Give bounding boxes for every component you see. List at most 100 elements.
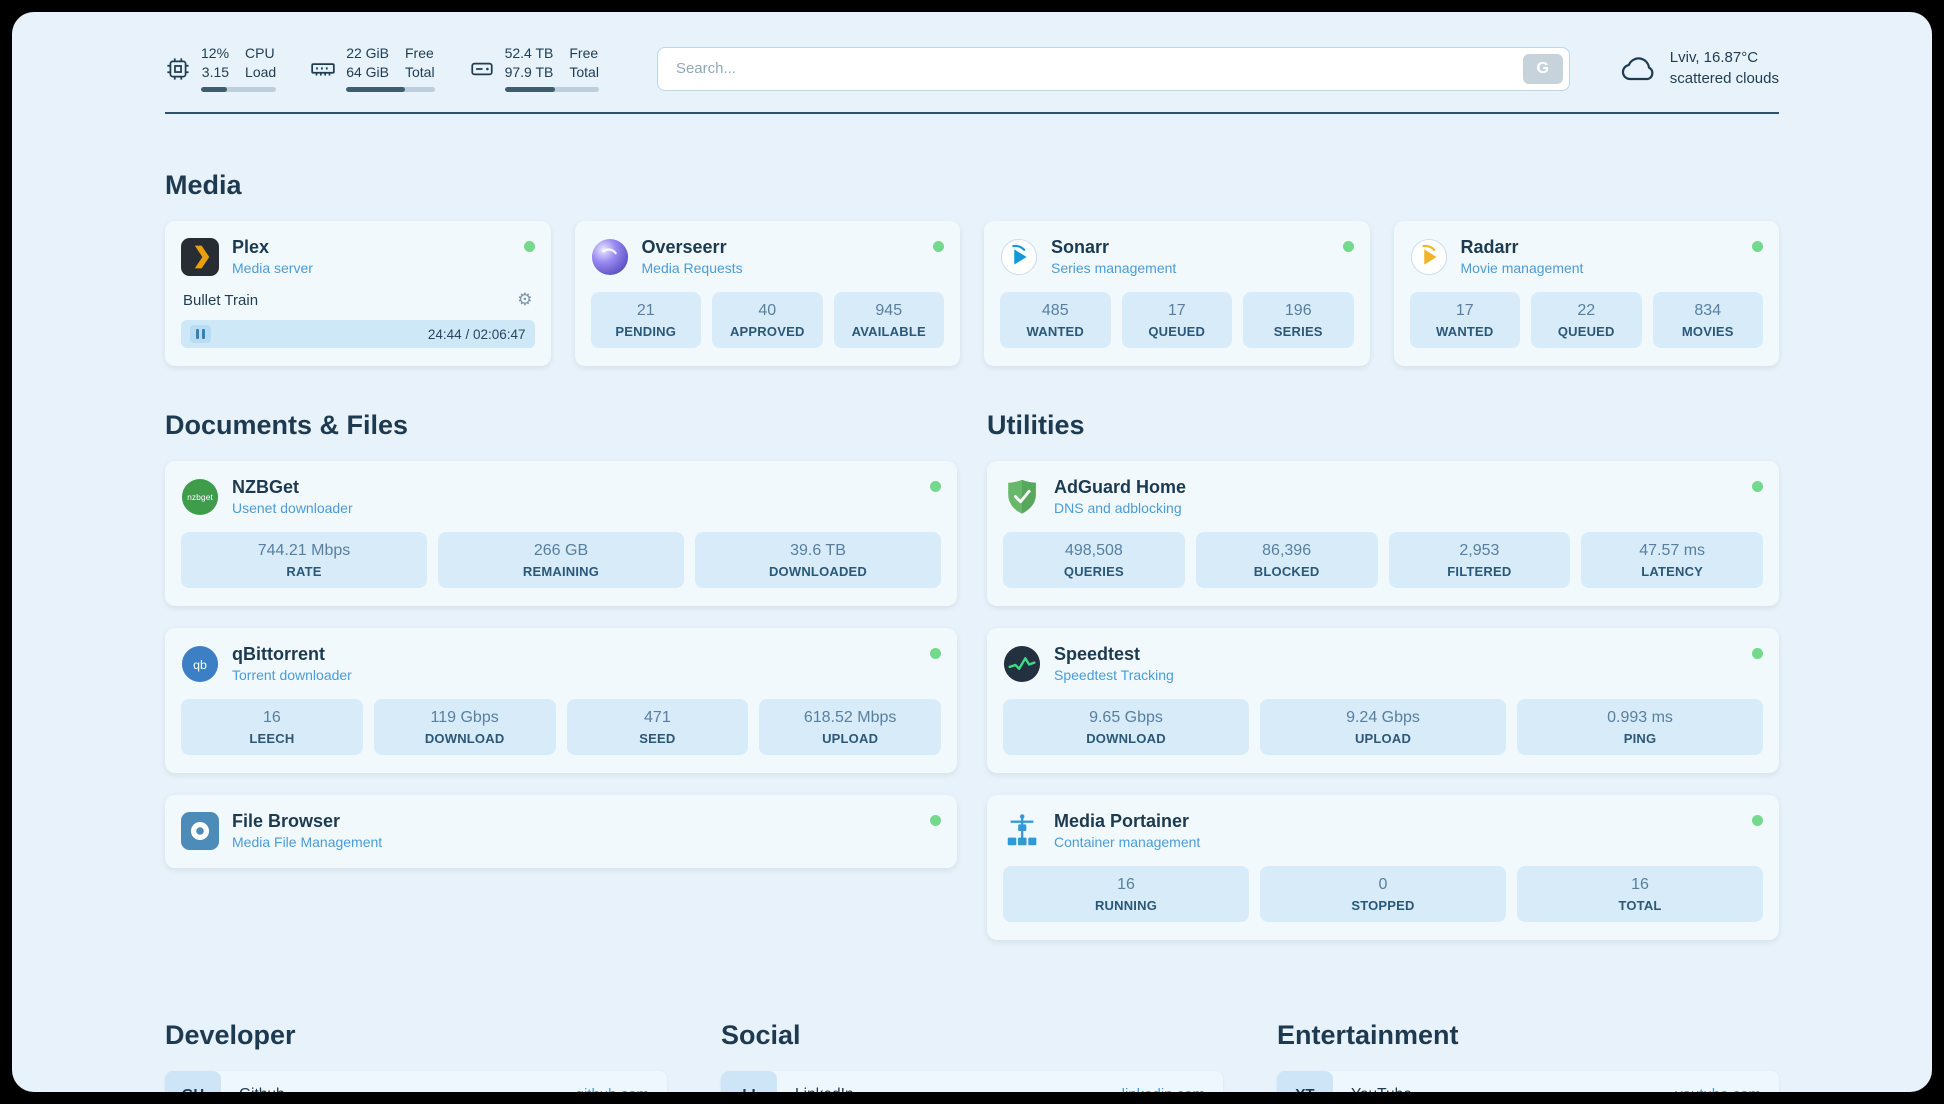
app-card-nzbget[interactable]: nzbget NZBGet Usenet downloader 744.21 M… <box>165 461 957 606</box>
documents-section: Documents & Files nzbget NZBGet <box>165 410 957 868</box>
stat-value: 9.65 Gbps <box>1089 709 1163 726</box>
disk-progress-fill <box>504 87 555 92</box>
bookmark-url[interactable]: github.com <box>576 1086 667 1092</box>
dashboard-page: 12% CPU 3.15 Load <box>12 12 1932 1092</box>
stat-value: 39.6 TB <box>790 542 846 559</box>
nzbget-icon: nzbget <box>181 478 219 516</box>
bookmark-url[interactable]: youtube.com <box>1675 1086 1779 1092</box>
now-playing-title: Bullet Train <box>183 291 259 309</box>
app-name: Radarr <box>1460 237 1519 257</box>
portainer-icon <box>1003 812 1041 850</box>
top-bar: 12% CPU 3.15 Load <box>165 12 1779 92</box>
weather-location: Lviv, 16.87°C <box>1669 49 1759 67</box>
stat-label: STOPPED <box>1351 898 1415 913</box>
section-title-utilities: Utilities <box>987 410 1085 440</box>
bookmark-abbr: YT <box>1277 1071 1333 1092</box>
search-input[interactable] <box>656 46 1570 91</box>
stat-value: 16 <box>1631 876 1649 893</box>
bookmark-abbr: GH <box>165 1071 221 1092</box>
speedtest-icon <box>1003 645 1041 683</box>
stat-value: 21 <box>636 302 655 319</box>
app-subtitle: Media server <box>232 260 313 276</box>
search-bar: G <box>656 46 1570 91</box>
bookmarks-entertainment: Entertainment YTYouTubeyoutube.comNFNetf… <box>1277 1020 1779 1092</box>
app-name: Sonarr <box>1051 237 1110 257</box>
stat-label: MOVIES <box>1681 324 1734 339</box>
disk-widget: 52.4 TB Free 97.9 TB Total <box>469 45 599 92</box>
stat-label: QUEUED <box>1557 324 1615 339</box>
stat-tile: 16 RUNNING <box>1003 866 1249 922</box>
app-card-sonarr[interactable]: Sonarr Series management 485 WANTED 17 QUEU… <box>984 221 1370 366</box>
stat-label: TOTAL <box>1618 898 1662 913</box>
search-engine-button[interactable]: G <box>1522 53 1563 84</box>
stat-tile: 16 TOTAL <box>1517 866 1763 922</box>
stat-value: 17 <box>1167 302 1186 319</box>
status-dot <box>930 481 941 492</box>
gear-icon[interactable]: ⚙ <box>517 290 533 310</box>
section-title-entertainment: Entertainment <box>1277 1020 1459 1050</box>
app-card-filebrowser[interactable]: File Browser Media File Management <box>165 795 957 868</box>
bookmark-row[interactable]: YT YouTube youtube.com <box>1277 1071 1779 1092</box>
stat-value: 471 <box>644 709 671 726</box>
cpu-percent: 12% <box>201 45 230 61</box>
app-subtitle: Torrent downloader <box>232 667 352 683</box>
ram-progress-fill <box>346 87 405 92</box>
section-title-social: Social <box>721 1020 801 1050</box>
sonarr-icon <box>1000 238 1038 276</box>
stat-tile: 16 LEECH <box>181 699 363 755</box>
app-card-qbittorrent[interactable]: qb qBittorrent Torrent downloader 16 LEEC… <box>165 628 957 773</box>
bookmark-name: YouTube <box>1351 1086 1412 1093</box>
app-name: Media Portainer <box>1054 811 1190 831</box>
stat-label: QUEUED <box>1148 324 1206 339</box>
bookmark-row[interactable]: LI LinkedIn linkedin.com <box>721 1071 1223 1092</box>
player-progress-bar[interactable]: 24:44 / 02:06:47 <box>181 320 535 348</box>
app-card-portainer[interactable]: Media Portainer Container management 16 R… <box>987 795 1779 940</box>
stats-row: 9.65 Gbps DOWNLOAD 9.24 Gbps UPLOAD 0.993 ms… <box>1003 699 1763 755</box>
status-dot <box>1752 815 1763 826</box>
ram-icon <box>310 56 336 82</box>
section-title-documents: Documents & Files <box>165 410 409 440</box>
pause-icon[interactable] <box>190 325 211 343</box>
disk-label-2: Total <box>569 63 599 80</box>
stat-value: 47.57 ms <box>1639 542 1706 559</box>
app-card-adguard[interactable]: AdGuard Home DNS and adblocking 498,508 Q… <box>987 461 1779 606</box>
status-dot <box>523 241 535 252</box>
ram-label-2: Total <box>405 63 435 80</box>
stat-tile: 485 WANTED <box>1000 292 1111 348</box>
stat-label: RUNNING <box>1094 898 1158 913</box>
stat-value: 744.21 Mbps <box>257 542 351 559</box>
stat-label: REMAINING <box>522 564 600 579</box>
stat-tile: 22 QUEUED <box>1531 292 1642 348</box>
stat-value: 618.52 Mbps <box>803 709 897 726</box>
bookmark-url[interactable]: linkedin.com <box>1122 1086 1223 1092</box>
stat-value: 485 <box>1041 302 1069 319</box>
stat-tile: 0.993 ms PING <box>1517 699 1763 755</box>
stats-row: 498,508 QUERIES 86,396 BLOCKED 2,953 FILTERED… <box>1003 532 1763 588</box>
topbar-divider <box>165 112 1779 114</box>
status-dot <box>933 241 944 252</box>
stat-value: 16 <box>262 709 281 726</box>
app-subtitle: Usenet downloader <box>232 500 353 516</box>
app-name: qBittorrent <box>232 644 325 664</box>
app-name: Speedtest <box>1054 644 1141 664</box>
stat-label: FILTERED <box>1447 564 1512 579</box>
stat-value: 16 <box>1117 876 1135 893</box>
cpu-widget: 12% CPU 3.15 Load <box>165 45 277 92</box>
bookmark-abbr: LI <box>721 1071 777 1092</box>
bookmark-list: YTYouTubeyoutube.comNFNetflixnetflix.com… <box>1277 1071 1779 1092</box>
stat-value: 196 <box>1284 302 1312 319</box>
stat-label: WANTED <box>1435 324 1494 339</box>
app-card-speedtest[interactable]: Speedtest Speedtest Tracking 9.65 Gbps DO… <box>987 628 1779 773</box>
stat-label: PENDING <box>615 324 677 339</box>
app-card-radarr[interactable]: Radarr Movie management 17 WANTED 22 QUEUED… <box>1393 221 1779 366</box>
app-subtitle: DNS and adblocking <box>1054 500 1182 516</box>
disk-free: 52.4 TB <box>504 45 554 61</box>
app-card-overseerr[interactable]: Overseerr Media Requests 21 PENDING 40 APPR… <box>574 221 960 366</box>
stat-value: 86,396 <box>1262 542 1312 559</box>
bookmark-row[interactable]: GH Github github.com <box>165 1071 667 1092</box>
weather-condition: scattered clouds <box>1669 69 1779 87</box>
stat-label: RATE <box>286 564 322 579</box>
ram-widget: 22 GiB Free 64 GiB Total <box>310 45 435 92</box>
app-subtitle: Container management <box>1054 834 1201 850</box>
app-card-plex[interactable]: Plex Media server Bullet Train ⚙ 24:44 /… <box>165 221 551 366</box>
